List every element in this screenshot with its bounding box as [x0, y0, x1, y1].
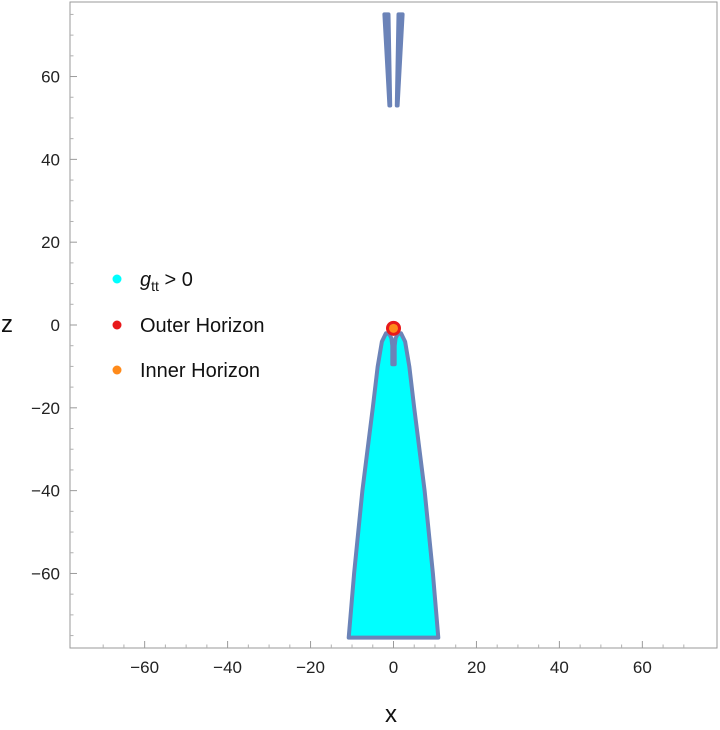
y-axis-ticks: −60 −40 −20 0 20 40 60: [31, 13, 77, 637]
region-gtt-positive-1: [382, 12, 393, 108]
legend-label-1: Outer Horizon: [140, 315, 265, 337]
x-tick-label: −40: [213, 658, 242, 677]
x-tick-label: 40: [550, 658, 569, 677]
legend-label-2: Inner Horizon: [140, 360, 260, 382]
x-axis-label: x: [385, 701, 397, 728]
region-gtt-positive-0: [346, 331, 441, 640]
y-tick-label: −40: [31, 482, 60, 501]
y-tick-label: 40: [41, 150, 60, 169]
y-axis-label: z: [1, 311, 13, 338]
x-tick-label: −60: [130, 658, 159, 677]
regions-layer: [346, 12, 441, 640]
y-tick-label: −60: [31, 564, 60, 583]
x-tick-label: 60: [633, 658, 652, 677]
y-tick-label: −20: [31, 399, 60, 418]
x-tick-label: −20: [296, 658, 325, 677]
y-tick-label: 60: [41, 68, 60, 87]
legend-marker-2: [112, 365, 122, 375]
x-tick-label: 20: [467, 658, 486, 677]
legend-label-0: gtt > 0: [140, 269, 193, 294]
y-tick-label: 0: [51, 316, 60, 335]
points-layer: [386, 320, 401, 336]
region-gtt-positive-2: [394, 12, 405, 108]
y-tick-label: 20: [41, 233, 60, 252]
legend-marker-1: [112, 320, 122, 330]
x-tick-label: 0: [389, 658, 398, 677]
x-axis-ticks: −60 −40 −20 0 20 40 60: [102, 641, 685, 677]
legend-marker-0: [112, 274, 122, 284]
legend: gtt > 0 Outer Horizon Inner Horizon: [112, 269, 265, 382]
inner-horizon-point: [389, 323, 398, 333]
